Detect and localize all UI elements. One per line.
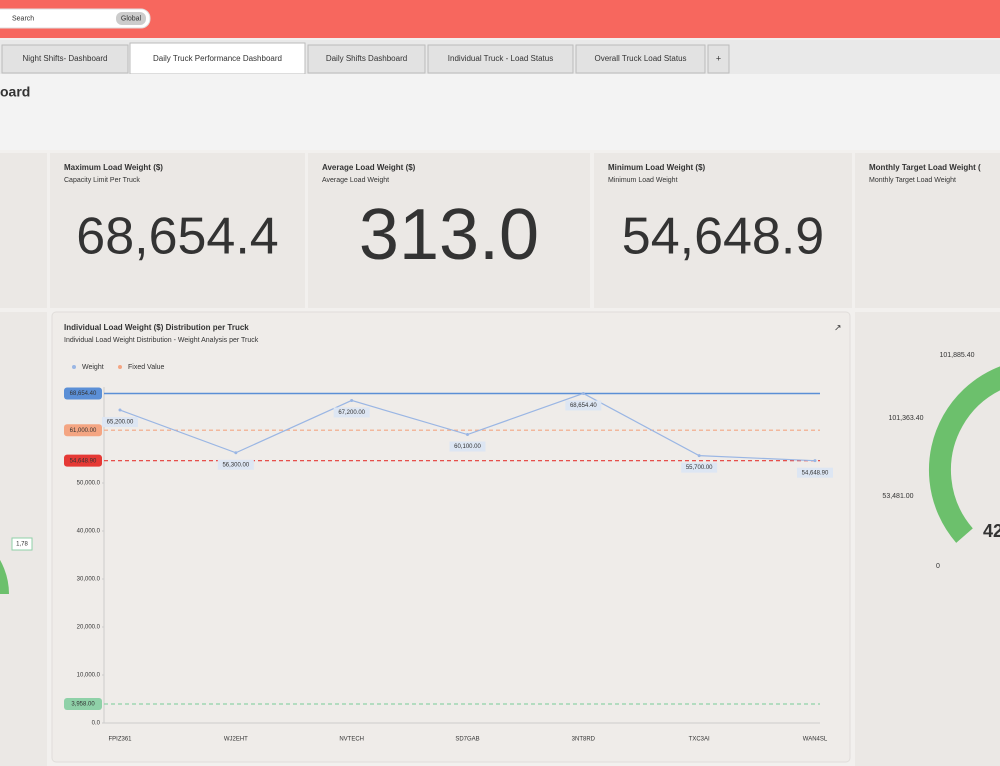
search-button-label: Global — [121, 15, 142, 22]
chart-panel — [51, 311, 851, 763]
reference-label: 61,000.00 — [70, 428, 97, 434]
point — [350, 398, 354, 402]
data-label-box — [217, 459, 254, 470]
kpis: Maximum Load Weight ($) Capacity Limit Pe… — [50, 153, 1000, 308]
data-label-box — [681, 462, 718, 473]
reference-label: 3,958.00 — [71, 702, 95, 708]
point — [581, 391, 585, 395]
y-tick-label: 30,000.0 — [77, 577, 101, 583]
data-label-box — [565, 400, 602, 411]
data-label: 55,700.00 — [686, 465, 713, 471]
kpi-card — [594, 153, 852, 308]
point — [234, 451, 238, 455]
y-tick-label: 10,000.0 — [77, 673, 101, 679]
tab[interactable] — [575, 44, 706, 74]
search-button[interactable] — [116, 12, 146, 25]
gauge-tick-label: 101,363.40 — [888, 415, 923, 422]
reference-label-box — [64, 387, 102, 400]
x-tick-label: WAN4SL — [803, 737, 828, 743]
data-label: 65,200.00 — [107, 420, 134, 426]
tab[interactable] — [307, 44, 426, 74]
kpi-value: 68,654.4 — [76, 208, 278, 266]
kpi-value: 54,648.9 — [622, 208, 824, 266]
x-tick-label: 3NT8RD — [572, 737, 596, 743]
x-tick-label: WJ2EHT — [224, 737, 248, 743]
x-tick-label: FPIZ361 — [108, 737, 132, 743]
data-label: 67,200.00 — [338, 410, 365, 416]
tab[interactable] — [1, 44, 129, 74]
kpi-card — [50, 153, 305, 308]
data-label: 68,654.40 — [570, 403, 597, 409]
card — [0, 153, 47, 308]
reference-label: 68,654.40 — [70, 391, 97, 397]
point — [697, 454, 701, 458]
kpi-title: Minimum Load Weight ($) — [608, 163, 706, 172]
point — [466, 433, 469, 437]
chart: Weight Fixed Value 0.0 10,000.0 20,000.0 30,0… — [64, 364, 833, 743]
search-placeholder: Search — [12, 15, 34, 22]
top-bar — [0, 0, 1000, 38]
kpi-card — [855, 153, 1000, 308]
add-tab[interactable] — [707, 44, 730, 74]
kpi-title: Monthly Target Load Weight ( — [869, 163, 981, 172]
y-tick-label: 50,000.0 — [77, 481, 101, 487]
kpi-title: Maximum Load Weight ($) — [64, 163, 163, 172]
x-tick-label: NVTECH — [339, 737, 364, 743]
search-box[interactable] — [0, 8, 151, 29]
gauge-value: 42 — [983, 521, 1000, 541]
title-area — [0, 74, 1000, 150]
add-tab-icon: + — [716, 53, 721, 63]
kpi-value: 313.0 — [359, 195, 539, 275]
reference-label-box — [64, 424, 102, 437]
point — [118, 408, 122, 412]
kpi-title: Average Load Weight ($) — [322, 163, 416, 172]
legend-marker — [118, 365, 122, 369]
gauge-arc — [928, 366, 1000, 543]
kpi-subtitle: Average Load Weight — [322, 177, 389, 184]
tab-label: Individual Truck - Load Status — [448, 54, 553, 63]
tab-label: Daily Truck Performance Dashboard — [153, 54, 282, 63]
reference-label-box — [64, 454, 102, 467]
data-label: 56,300.00 — [222, 462, 249, 468]
data-label: 60,100.00 — [454, 444, 481, 450]
page-title: oard — [0, 84, 30, 100]
kpi-subtitle: Minimum Load Weight — [608, 177, 678, 184]
x-tick-label: TXC3AI — [689, 737, 710, 743]
reference-label-box — [64, 698, 102, 711]
left-label: 1,78 — [16, 542, 28, 548]
left-label-box — [11, 537, 33, 551]
data-label: 54,648.90 — [802, 470, 829, 476]
chart-subtitle: Individual Load Weight Distribution - We… — [64, 337, 259, 344]
tab[interactable] — [427, 44, 574, 74]
chart-title: Individual Load Weight ($) Distribution … — [64, 323, 249, 332]
gauge-tick-label: 53,481.00 — [882, 493, 913, 500]
tab-label: Daily Shifts Dashboard — [326, 54, 407, 63]
gauge-tick-label: 101,885.40 — [939, 352, 974, 359]
gauge-tick-label: 0 — [936, 563, 940, 570]
y-tick-label: 40,000.0 — [77, 529, 101, 535]
expand-icon[interactable]: ↗ — [834, 322, 842, 332]
y-tick-label: 20,000.0 — [77, 625, 101, 631]
data-label-box — [449, 441, 486, 452]
kpi-subtitle: Monthly Target Load Weight — [869, 177, 956, 184]
data-label-box — [333, 407, 370, 418]
data-label-box — [797, 467, 833, 478]
tab-label: Overall Truck Load Status — [594, 54, 686, 63]
point — [813, 459, 817, 463]
kpi-card — [308, 153, 590, 308]
left-gauge-arc — [0, 560, 9, 595]
tabs: Night Shifts- Dashboard Daily Truck Perfo… — [1, 42, 706, 75]
y-tick-label: 0.0 — [92, 721, 101, 727]
legend-label: Fixed Value — [128, 364, 165, 371]
legend-label: Weight — [82, 364, 104, 371]
tab-label: Night Shifts- Dashboard — [23, 54, 108, 63]
x-tick-label: SD7GAB — [455, 737, 479, 743]
legend-marker — [72, 365, 76, 369]
data-label-box — [102, 417, 138, 428]
kpi-subtitle: Capacity Limit Per Truck — [64, 177, 140, 184]
reference-label: 54,648.90 — [70, 458, 97, 464]
